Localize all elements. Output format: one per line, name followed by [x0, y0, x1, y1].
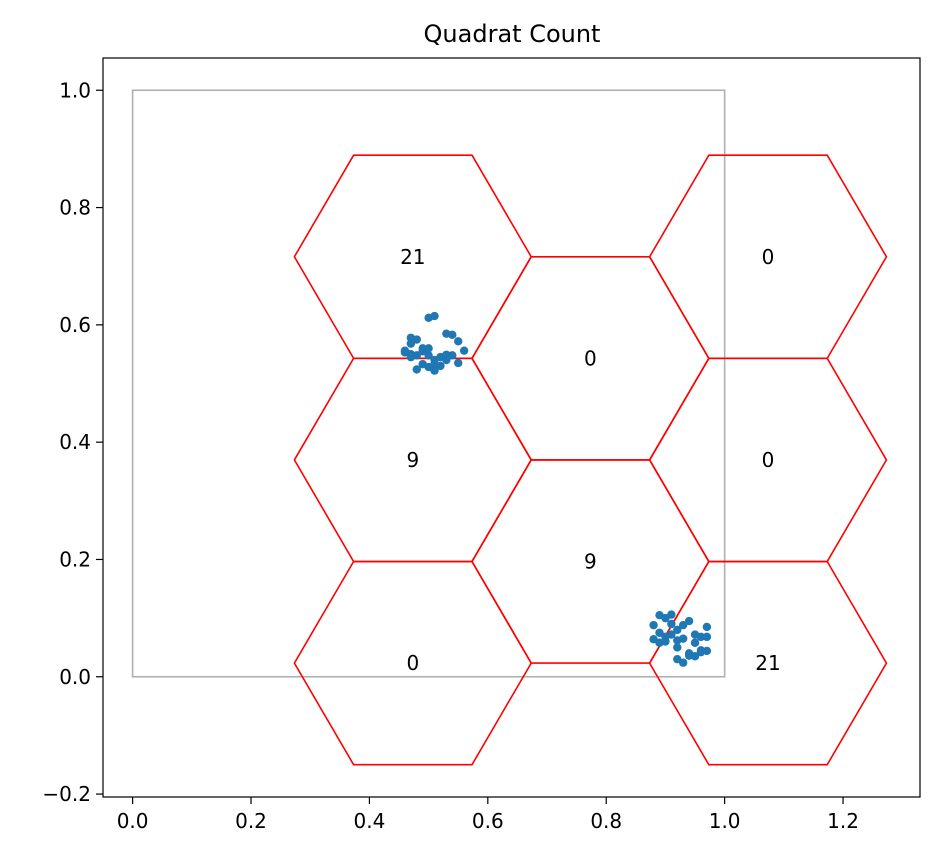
data-point [412, 365, 421, 374]
data-point [673, 654, 682, 664]
y-tick-label: 0.4 [59, 430, 91, 454]
x-tick-label: 0.8 [590, 809, 622, 833]
data-point [702, 646, 712, 656]
data-point [673, 643, 682, 652]
y-tick-label: 1.0 [59, 78, 91, 102]
y-axis: −0.2 0.0 0.2 0.4 0.6 0.8 1.0 [42, 78, 103, 806]
data-point [448, 330, 457, 340]
data-point [667, 619, 676, 629]
data-point [454, 358, 463, 368]
y-tick-label: −0.2 [42, 782, 91, 806]
data-point [442, 350, 451, 359]
data-point [454, 337, 463, 346]
data-point [667, 610, 676, 619]
data-point [406, 352, 416, 362]
data-point [702, 632, 712, 642]
x-tick-label: 0.2 [235, 809, 267, 833]
data-point [684, 616, 694, 626]
hexagon-count-label-4: 0 [584, 346, 597, 370]
hexagon-count-label-5: 9 [584, 550, 597, 574]
data-point [696, 632, 706, 642]
axes-frame [102, 57, 921, 798]
data-point [655, 638, 664, 647]
hexagon-cell-8 [648, 560, 888, 766]
data-point [424, 351, 433, 360]
x-tick-label: 0.4 [354, 809, 386, 833]
x-tick-label: 1.2 [827, 809, 859, 833]
data-point [412, 335, 421, 344]
data-point [655, 628, 664, 637]
hexagon-count-label-7: 0 [762, 448, 775, 472]
plot-area: 21 9 0 0 9 0 0 21 [131, 89, 888, 766]
x-axis: 0.0 0.2 0.4 0.6 0.8 1.0 1.2 [117, 797, 859, 833]
hexagon-count-label-8: 21 [755, 651, 780, 675]
data-point [649, 620, 658, 630]
data-point [418, 344, 427, 353]
x-tick-label: 1.0 [709, 809, 741, 833]
hexagon-count-label-6: 0 [762, 245, 775, 269]
hexagon-count-label-2: 9 [406, 448, 419, 472]
y-tick-label: 0.0 [59, 665, 91, 689]
data-point [400, 348, 410, 357]
x-tick-label: 0.0 [117, 809, 149, 833]
data-point [702, 622, 712, 632]
study-area-boundary [131, 89, 726, 678]
data-point [430, 359, 439, 369]
data-point [690, 652, 700, 661]
data-point [667, 630, 676, 639]
data-point [430, 311, 439, 321]
data-point [424, 344, 433, 353]
y-tick-label: 0.2 [59, 547, 91, 571]
y-tick-label: 0.6 [59, 313, 91, 337]
data-point [678, 634, 688, 643]
data-point [690, 638, 700, 647]
data-point [406, 339, 416, 348]
hexagon-count-label-3: 0 [406, 651, 419, 675]
data-point [430, 366, 439, 375]
y-tick-label: 0.8 [59, 196, 91, 220]
chart-title: Quadrat Count [424, 20, 601, 48]
data-point [673, 625, 682, 635]
data-point [459, 346, 469, 355]
data-point [678, 620, 688, 630]
x-tick-label: 0.6 [472, 809, 504, 833]
hexagon-count-label-1: 21 [400, 245, 425, 269]
